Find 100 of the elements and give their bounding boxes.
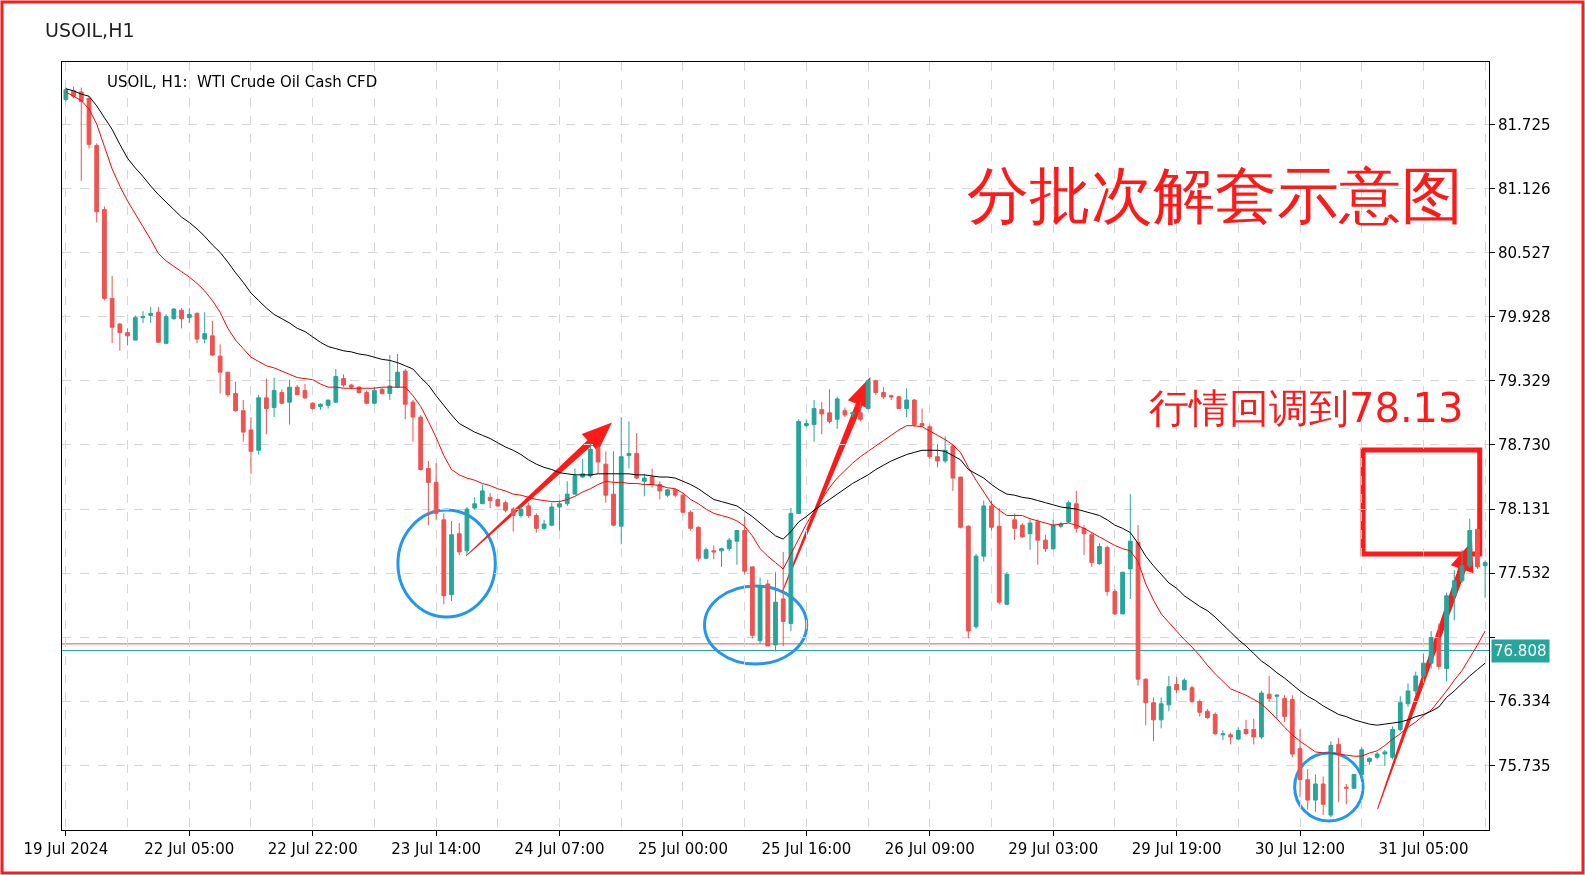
- candlestick: [935, 443, 940, 468]
- candlestick: [487, 492, 493, 509]
- candlestick: [1390, 725, 1395, 760]
- candlestick: [888, 394, 894, 401]
- candlestick: [379, 386, 385, 396]
- candlestick: [294, 384, 300, 396]
- y-tick-label: 78.730: [1498, 436, 1551, 455]
- candlestick: [148, 306, 154, 324]
- candlestick: [1336, 737, 1341, 803]
- candlestick: [834, 396, 840, 430]
- candlestick: [904, 387, 910, 418]
- candlestick: [634, 432, 640, 480]
- y-tick-label: 79.329: [1498, 372, 1551, 391]
- y-tick-label: 80.527: [1498, 243, 1551, 262]
- candlestick: [1027, 519, 1033, 551]
- candlestick: [1081, 524, 1087, 556]
- candlestick: [1313, 773, 1318, 813]
- candlestick: [881, 386, 886, 400]
- candlestick: [626, 420, 632, 469]
- y-tick-label: 81.126: [1498, 179, 1551, 198]
- candlestick: [279, 388, 285, 405]
- candlestick: [665, 488, 670, 498]
- candlestick: [426, 460, 431, 526]
- candlestick: [287, 379, 292, 426]
- candlestick: [1112, 588, 1118, 616]
- candlestick: [372, 386, 377, 405]
- candlestick: [217, 343, 223, 395]
- candlestick: [649, 467, 655, 489]
- candlestick: [449, 520, 454, 602]
- candlestick: [703, 547, 709, 560]
- y-tick-label: 81.725: [1498, 115, 1551, 134]
- candlestick: [186, 307, 192, 324]
- candlestick: [510, 506, 516, 533]
- candlestick: [927, 424, 933, 460]
- candlestick: [256, 394, 262, 456]
- candlestick: [1228, 732, 1233, 745]
- candlestick: [641, 473, 647, 497]
- candlestick: [989, 500, 994, 531]
- x-tick-label: 22 Jul 05:00: [144, 840, 235, 858]
- candlestick: [418, 414, 424, 472]
- y-tick-label: 79.928: [1498, 308, 1551, 327]
- candlestick: [480, 484, 485, 505]
- candlestick: [1050, 519, 1056, 551]
- annotation: 行情回调到78.13: [1149, 385, 1464, 431]
- candlestick: [1212, 711, 1218, 736]
- candlestick: [1459, 549, 1465, 584]
- candlestick: [1166, 675, 1172, 712]
- candlestick: [271, 377, 277, 418]
- candlestick: [1220, 730, 1226, 741]
- candlestick: [248, 416, 254, 475]
- candlestick: [742, 516, 748, 575]
- candlestick: [1374, 751, 1380, 760]
- candlestick: [618, 416, 624, 545]
- candlestick: [819, 401, 825, 435]
- candlestick: [1158, 696, 1164, 729]
- candlestick: [942, 435, 948, 464]
- candlestick: [518, 505, 524, 519]
- candlestick: [1104, 544, 1110, 597]
- x-tick-label: 29 Jul 03:00: [1008, 840, 1099, 858]
- candlestick: [1328, 740, 1334, 818]
- candlestick: [1343, 783, 1349, 805]
- candlestick: [865, 379, 871, 411]
- candlestick: [726, 537, 732, 552]
- x-tick-label: 26 Jul 09:00: [884, 840, 975, 858]
- candlestick: [526, 502, 532, 519]
- candlestick: [1251, 718, 1257, 745]
- candlestick: [857, 401, 863, 422]
- candlestick: [171, 307, 177, 321]
- candlestick: [788, 507, 794, 632]
- candlestick: [1259, 690, 1264, 740]
- candlestick: [549, 502, 555, 527]
- candlestick: [433, 462, 439, 521]
- candlestick: [1475, 507, 1480, 570]
- candlestick: [1413, 671, 1419, 695]
- candlestick: [541, 519, 547, 531]
- candlestick: [179, 307, 184, 329]
- candlestick: [1073, 490, 1079, 534]
- text: USOIL, H1: WTI Crude Oil Cash CFD: [107, 73, 378, 91]
- candlestick: [749, 566, 755, 640]
- candlestick: [711, 544, 717, 560]
- candlestick: [1120, 571, 1125, 615]
- chart-title: USOIL,H1: [45, 18, 135, 41]
- candlestick: [695, 525, 701, 563]
- candlestick: [464, 506, 470, 556]
- candlestick: [194, 311, 200, 344]
- candlestick: [163, 313, 169, 345]
- candlestick: [734, 530, 740, 566]
- candlestick: [140, 310, 146, 324]
- candlestick: [310, 401, 316, 411]
- candlestick: [1467, 518, 1473, 569]
- candlestick: [1066, 500, 1071, 524]
- candlestick: [827, 388, 832, 425]
- x-tick-label: 24 Jul 07:00: [514, 840, 605, 858]
- candlestick: [341, 373, 346, 388]
- candlestick: [302, 383, 308, 400]
- candlestick: [410, 399, 416, 443]
- candlestick: [325, 399, 331, 410]
- candlestick: [1127, 493, 1133, 600]
- y-tick-label: 78.131: [1498, 500, 1551, 519]
- candlestick: [456, 522, 462, 556]
